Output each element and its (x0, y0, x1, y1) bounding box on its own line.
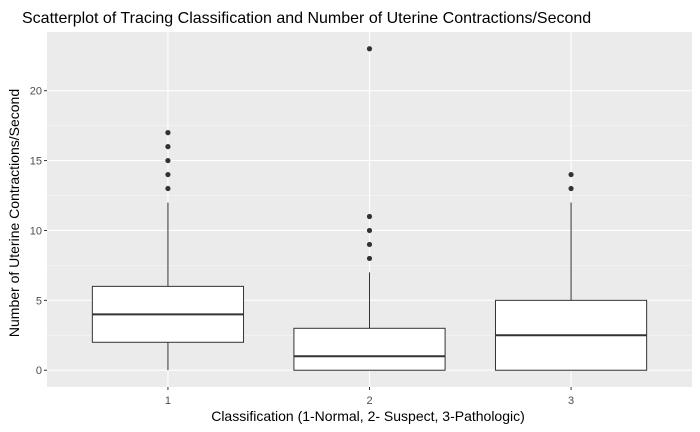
outlier-point (366, 46, 373, 52)
outlier-point (165, 171, 171, 178)
x-axis: 1 2 3 (165, 387, 574, 407)
box-group-3 (494, 171, 648, 371)
box-group-1 (91, 130, 245, 371)
outlier-point (366, 213, 373, 220)
y-tick-label: 0 (36, 365, 42, 377)
y-tick-label: 20 (30, 86, 42, 98)
outlier-point (165, 130, 171, 136)
box-group-2 (293, 46, 446, 371)
x-tick-label: 3 (568, 395, 574, 407)
outlier-point (568, 185, 574, 192)
box-series (91, 46, 648, 371)
y-tick-label: 15 (30, 156, 42, 168)
outlier-point (165, 157, 171, 164)
outlier-point (366, 255, 373, 262)
y-axis-title: Number of Uterine Contractions/Second (6, 89, 22, 337)
outlier-point (568, 171, 574, 178)
y-tick-label: 10 (30, 225, 42, 237)
y-tick-label: 5 (36, 295, 42, 307)
outlier-point (366, 227, 373, 234)
x-axis-title: Classification (1-Normal, 2- Suspect, 3-… (211, 408, 525, 424)
x-tick-label: 1 (165, 395, 171, 407)
chart-title: Scatterplot of Tracing Classification an… (22, 10, 591, 27)
y-axis: 0 5 10 15 20 (30, 86, 47, 377)
x-tick-label: 2 (366, 395, 372, 407)
box (293, 327, 446, 371)
outlier-point (366, 241, 373, 248)
outlier-point (165, 185, 171, 192)
outlier-point (165, 144, 171, 150)
